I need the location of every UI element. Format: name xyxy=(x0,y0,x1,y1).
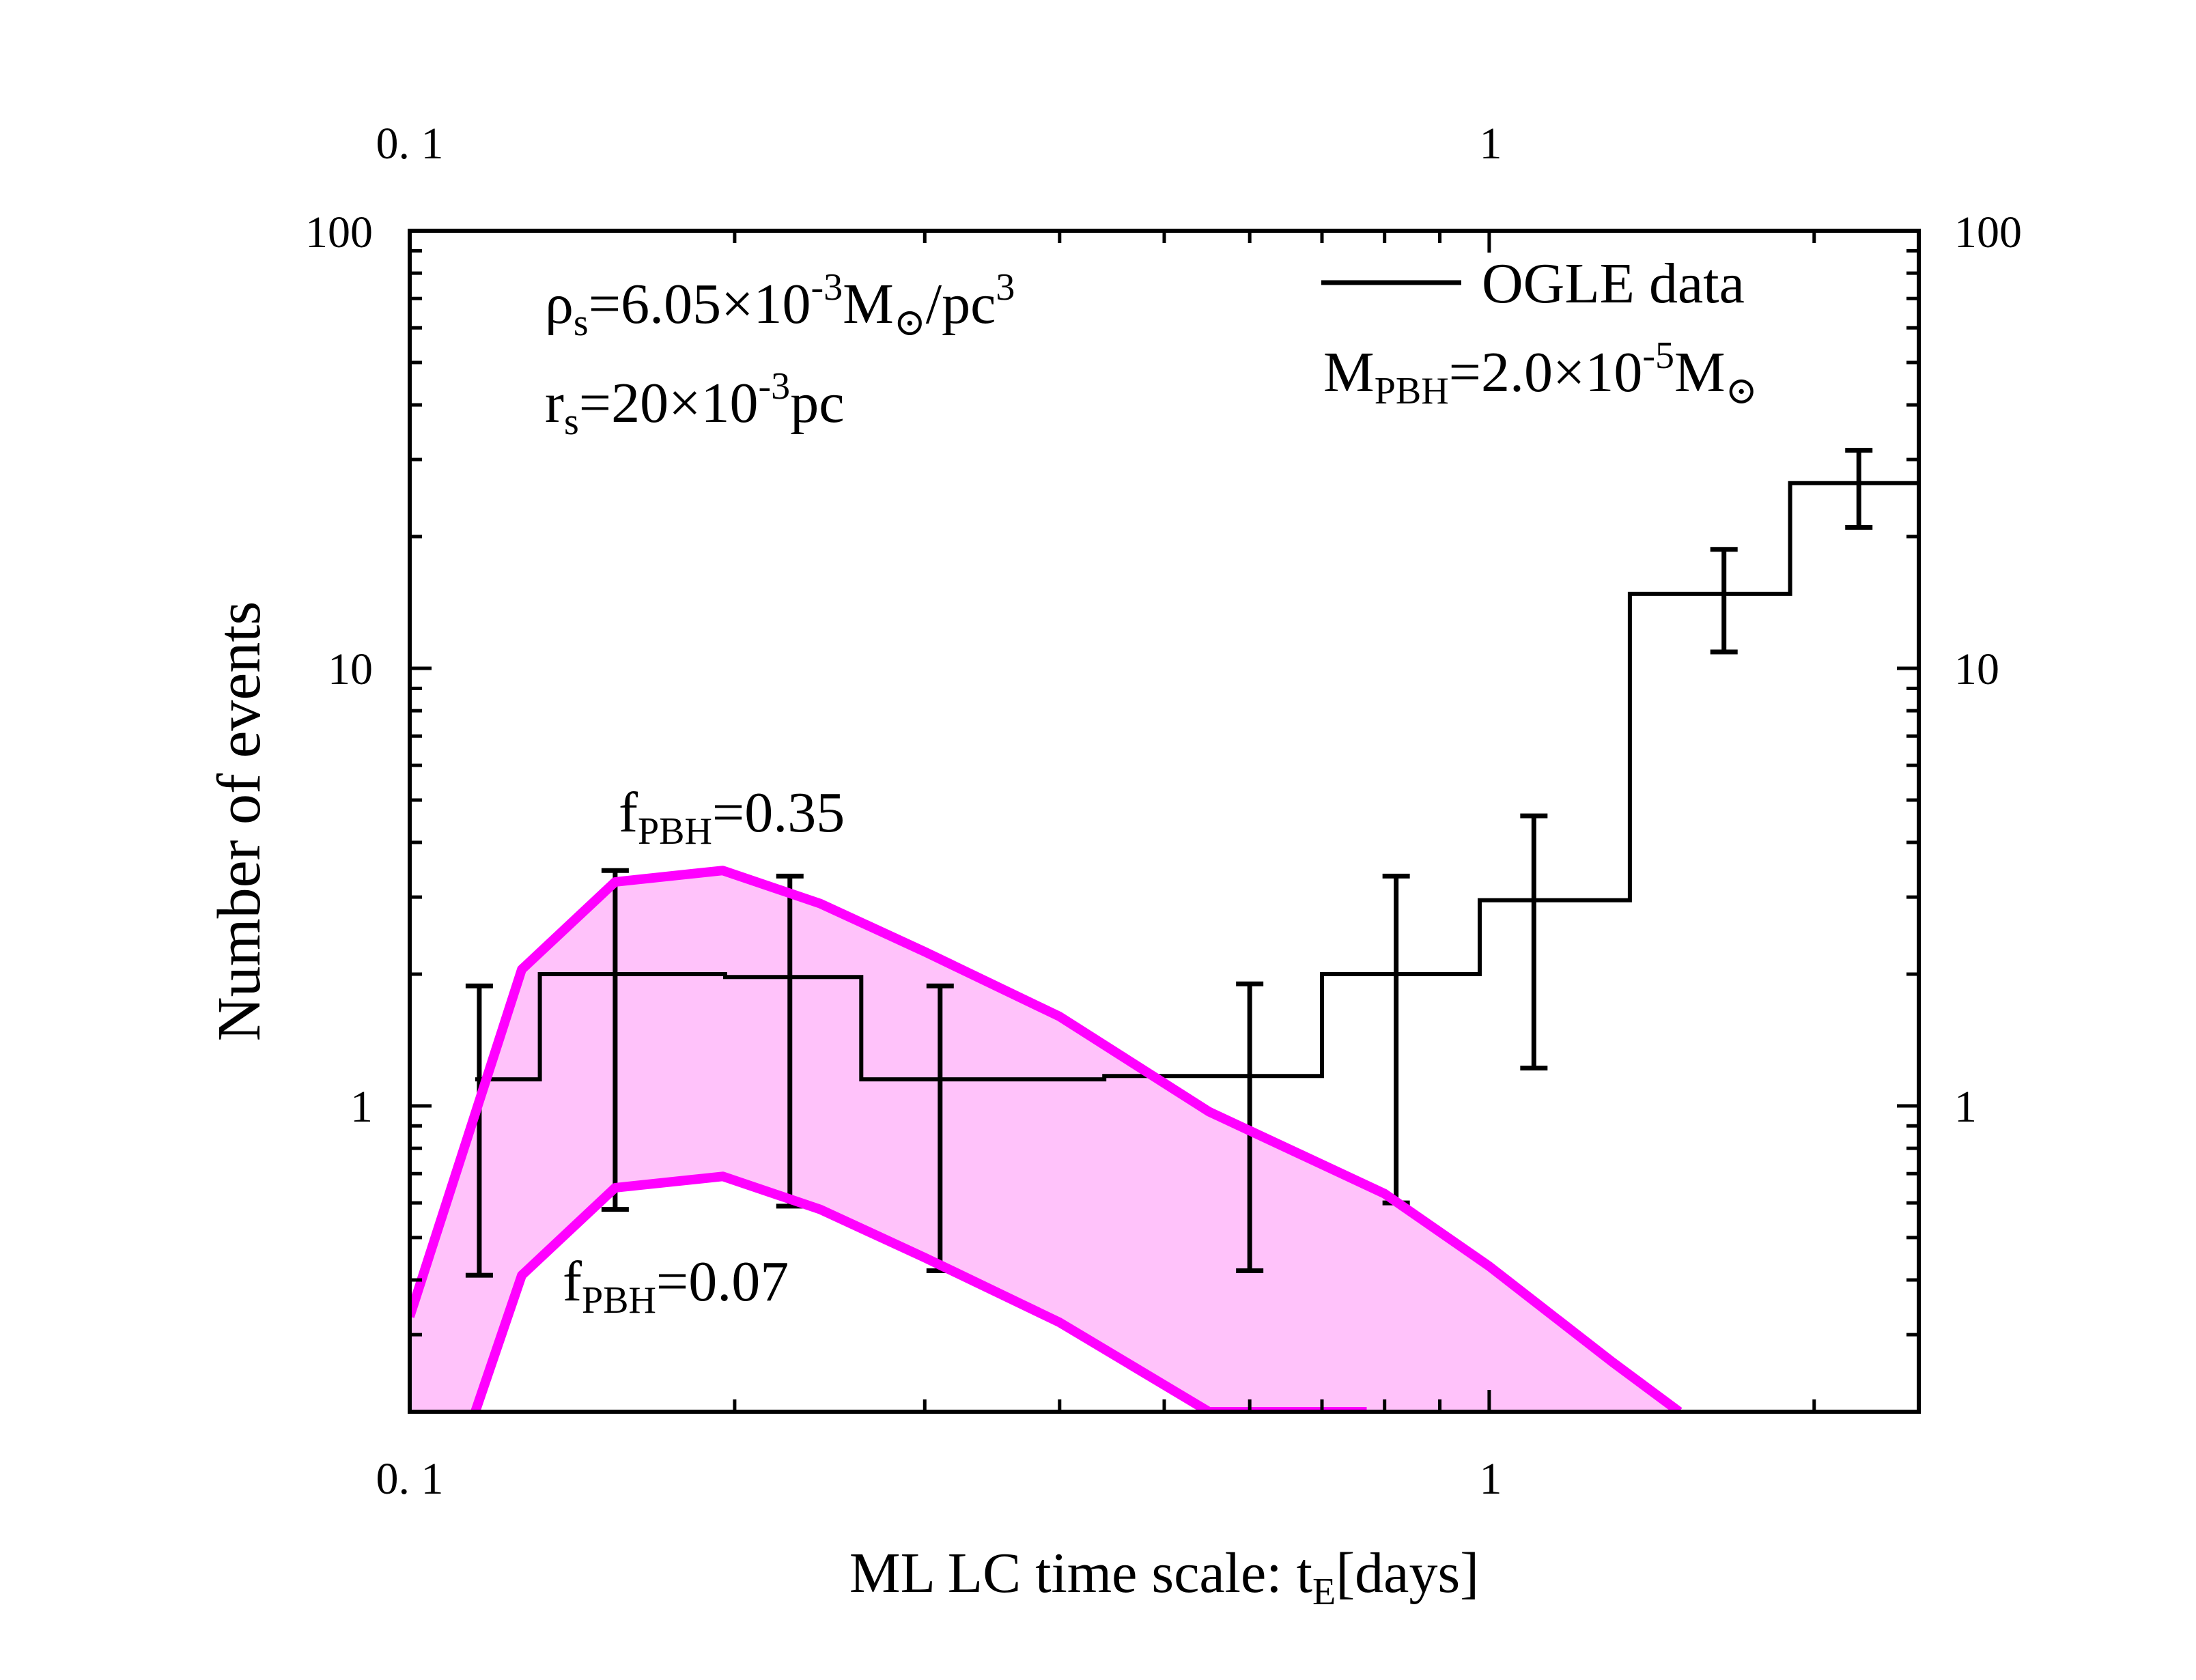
legend-label-ogle: OGLE data xyxy=(1482,252,1745,315)
fpbh-high-label: fPBH=0.35 xyxy=(619,781,845,853)
x-tick-label-1: 1 xyxy=(1480,1454,1502,1504)
rho-annotation: ρs=6.05×10-3M⊙/pc3 xyxy=(545,266,1015,344)
y-tick-label-1: 1 xyxy=(350,1082,373,1132)
errorbar-8 xyxy=(1845,448,1873,530)
rs-annotation: rs=20×10-3pc xyxy=(545,365,844,443)
errorbar-5 xyxy=(1382,873,1410,1206)
x-axis-label: ML LC time scale: tE[days] xyxy=(849,1541,1479,1613)
right-tick-label-100: 100 xyxy=(1954,208,2022,257)
y-axis-label: Number of events xyxy=(206,601,273,1042)
axis-ticks xyxy=(408,231,1919,1414)
fpbh-curve-0.07 xyxy=(470,1171,1367,1412)
x-tick-label-0.1: 0. 1 xyxy=(376,1454,444,1504)
fpbh-low-label: fPBH=0.07 xyxy=(563,1250,789,1322)
errorbar-1 xyxy=(601,868,629,1212)
ogle-data-step xyxy=(475,481,1919,1082)
right-tick-label-1: 1 xyxy=(1954,1082,1977,1132)
top-tick-label-0.1: 0. 1 xyxy=(376,119,444,169)
fpbh-curve-0.35 xyxy=(410,866,1683,1412)
errorbar-6 xyxy=(1520,813,1548,1071)
mpbh-annotation: MPBH=2.0×10-5M⊙ xyxy=(1323,334,1758,412)
errorbar-7 xyxy=(1710,547,1738,655)
y-tick-label-10: 10 xyxy=(328,644,373,694)
right-tick-label-10: 10 xyxy=(1954,644,1999,694)
legend: OGLE data xyxy=(1321,252,1745,315)
top-tick-label-1: 1 xyxy=(1480,119,1502,169)
errorbar-0 xyxy=(465,983,493,1278)
y-tick-label-100: 100 xyxy=(305,208,373,257)
fpbh-band xyxy=(410,870,1680,1412)
